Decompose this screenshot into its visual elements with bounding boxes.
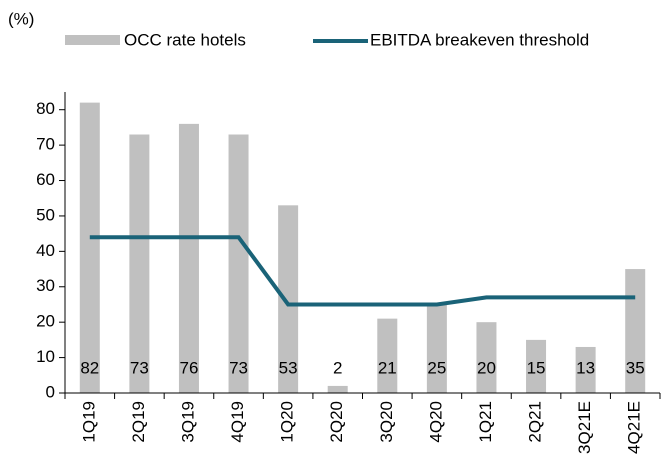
y-tick-label: 20 xyxy=(36,312,55,331)
x-tick-label: 1Q21 xyxy=(476,401,495,443)
bar xyxy=(625,269,646,393)
x-tick-label: 2Q20 xyxy=(327,401,346,443)
value-label: 2 xyxy=(333,358,342,377)
x-tick-label: 3Q19 xyxy=(178,401,197,443)
line xyxy=(89,235,636,307)
bar xyxy=(377,318,398,393)
value-label: 13 xyxy=(576,358,595,377)
y-tick-label: 70 xyxy=(36,135,55,154)
value-label: 20 xyxy=(477,358,496,377)
legend-swatch xyxy=(65,35,120,45)
x-tick-label: 4Q19 xyxy=(228,401,247,443)
bar xyxy=(476,322,497,393)
y-tick-label: 60 xyxy=(36,170,55,189)
value-label: 21 xyxy=(378,358,397,377)
y-tick-label: 10 xyxy=(36,347,55,366)
bar xyxy=(426,304,447,393)
y-unit-label: (%) xyxy=(8,9,34,28)
value-label: 25 xyxy=(427,358,446,377)
bar xyxy=(178,123,199,393)
bar xyxy=(526,339,547,393)
y-tick-label: 80 xyxy=(36,99,55,118)
x-tick-label: 3Q21E xyxy=(575,401,594,454)
x-tick-label: 3Q20 xyxy=(377,401,396,443)
x-tick-label: 2Q21 xyxy=(526,401,545,443)
y-tick-label: 0 xyxy=(46,382,55,401)
bar xyxy=(575,346,596,393)
y-tick-label: 30 xyxy=(36,276,55,295)
value-label: 73 xyxy=(130,358,149,377)
bar xyxy=(327,385,348,393)
value-label: 35 xyxy=(626,358,645,377)
x-tick-label: 1Q19 xyxy=(79,401,98,443)
legend-label: EBITDA breakeven threshold xyxy=(370,30,589,49)
value-label: 15 xyxy=(527,358,546,377)
bar xyxy=(79,102,100,393)
value-label: 82 xyxy=(80,358,99,377)
x-tick-label: 1Q20 xyxy=(278,401,297,443)
bar xyxy=(129,134,150,393)
bar xyxy=(228,134,249,393)
x-tick-label: 2Q19 xyxy=(129,401,148,443)
y-tick-label: 40 xyxy=(36,241,55,260)
y-tick-label: 50 xyxy=(36,205,55,224)
x-tick-label: 4Q20 xyxy=(426,401,445,443)
bar xyxy=(278,205,299,393)
value-label: 73 xyxy=(229,358,248,377)
x-tick-label: 4Q21E xyxy=(625,401,644,454)
legend-label: OCC rate hotels xyxy=(124,30,246,49)
value-label: 53 xyxy=(279,358,298,377)
value-label: 76 xyxy=(179,358,198,377)
